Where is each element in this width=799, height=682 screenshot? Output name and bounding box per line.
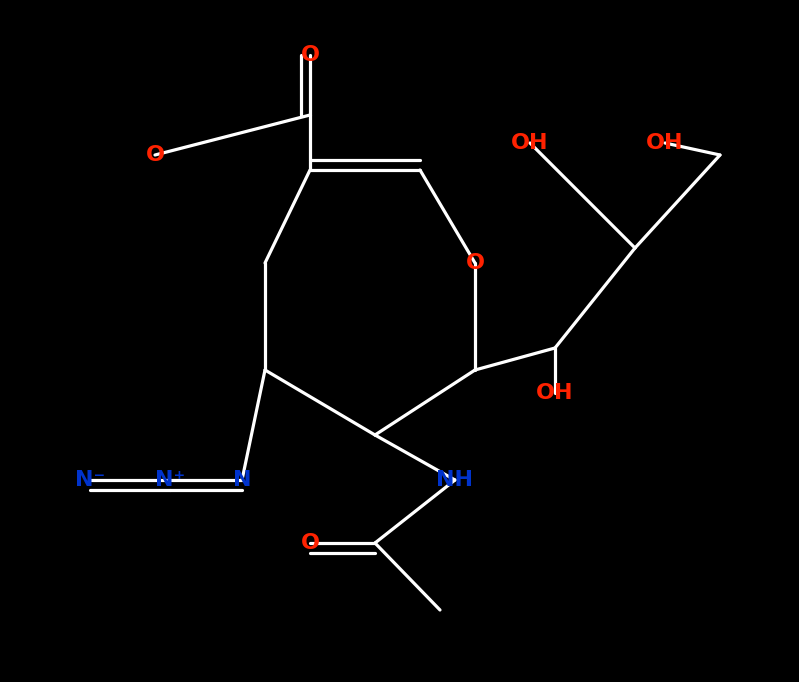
Text: NH: NH: [436, 470, 474, 490]
Text: O: O: [145, 145, 165, 165]
Text: OH: OH: [646, 133, 684, 153]
Text: O: O: [466, 253, 484, 273]
Text: N: N: [233, 470, 251, 490]
Text: O: O: [300, 45, 320, 65]
Text: O: O: [300, 533, 320, 553]
Text: OH: OH: [511, 133, 549, 153]
Text: N⁺: N⁺: [155, 470, 185, 490]
Text: OH: OH: [536, 383, 574, 403]
Text: N⁻: N⁻: [75, 470, 105, 490]
